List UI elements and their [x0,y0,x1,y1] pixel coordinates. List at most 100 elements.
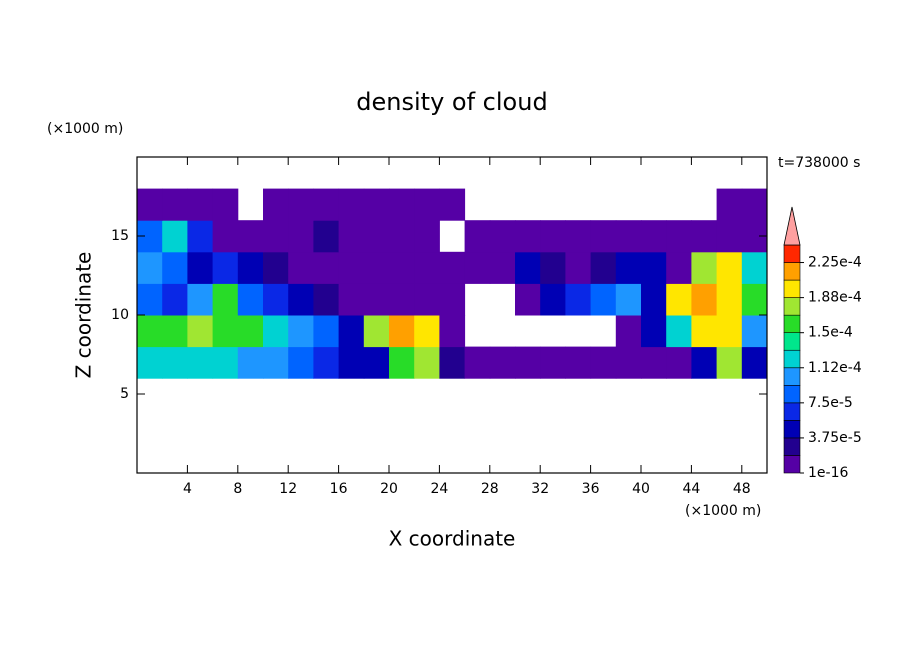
y-tick-label: 10 [111,307,129,323]
contour-cell [464,220,491,253]
contour-cell [716,251,743,284]
x-tick-label: 48 [733,481,751,497]
contour-cell [515,220,541,253]
contour-cell [741,188,768,221]
contour-cell [187,188,214,221]
x-tick-label: 32 [531,481,549,497]
contour-cell [464,251,491,284]
x-axis-label: X coordinate [389,527,516,551]
contour-cell [237,346,264,379]
contour-cell [540,283,566,316]
contour-cell [313,188,340,221]
contour-cell [212,283,239,316]
contour-cell [187,283,214,316]
contour-cell [666,315,692,348]
contour-cell [137,346,163,379]
colorbar-band [783,332,801,351]
contour-cell [565,220,592,253]
contour-field [137,188,768,379]
contour-cell [237,315,264,348]
contour-cell [590,346,617,379]
contour-cell [741,251,768,284]
contour-cell [288,220,314,253]
contour-cell [590,251,617,284]
colorbar-band [783,262,801,281]
contour-cell [615,283,642,316]
contour-cell [641,283,667,316]
colorbar-tick-label: 1.5e-4 [808,325,853,341]
contour-cell [338,220,365,253]
x-tick-label: 8 [233,481,242,497]
contour-cell [389,220,415,253]
contour-cell [363,251,390,284]
contour-cell [363,315,390,348]
colorbar-tick-label: 1e-16 [808,465,848,481]
contour-cell [137,188,163,221]
contour-cell [489,251,516,284]
contour-cell [187,315,214,348]
contour-cell [414,315,440,348]
contour-cell [741,346,768,379]
contour-cell [439,346,466,379]
contour-cell [439,251,466,284]
colorbar-tick-label: 2.25e-4 [808,255,862,271]
contour-cell [615,315,642,348]
x-tick-label: 12 [279,481,297,497]
contour-cell [489,220,516,253]
contour-cell [515,283,541,316]
contour-cell [187,220,214,253]
colorbar-band [783,402,801,421]
contour-cell [439,188,466,221]
contour-cell [414,251,440,284]
contour-cell [464,346,491,379]
contour-cell [162,251,188,284]
colorbar-tick-label: 3.75e-5 [808,430,862,446]
contour-cell [363,346,390,379]
contour-cell [263,346,289,379]
contour-cell [212,251,239,284]
contour-cell [590,220,617,253]
contour-cell [590,283,617,316]
contour-cell [288,315,314,348]
contour-cell [515,251,541,284]
y-tick-label: 5 [120,386,129,402]
contour-cell [691,251,718,284]
contour-cell [615,220,642,253]
contour-cell [691,346,718,379]
contour-cell [565,346,592,379]
contour-cell [666,283,692,316]
contour-cell [162,346,188,379]
contour-cell [338,346,365,379]
contour-cell [439,315,466,348]
contour-cell [263,188,289,221]
contour-cell [137,315,163,348]
contour-cell [263,283,289,316]
contour-cell [288,251,314,284]
contour-cell [363,188,390,221]
contour-cell [389,346,415,379]
contour-cell [162,188,188,221]
contour-cell [263,220,289,253]
contour-cell [162,315,188,348]
contour-cell [263,315,289,348]
contour-cell [338,188,365,221]
contour-cell [641,251,667,284]
contour-cell [187,346,214,379]
contour-cell [162,283,188,316]
contour-cell [212,346,239,379]
contour-cell [615,251,642,284]
x-unit: (×1000 m) [685,503,761,519]
contour-cell [338,315,365,348]
colorbar-band [783,385,801,404]
contour-cell [666,220,692,253]
x-tick-label: 20 [380,481,398,497]
contour-cell [389,315,415,348]
x-tick-label: 40 [632,481,650,497]
contour-cell [615,346,642,379]
x-tick-label: 36 [582,481,600,497]
x-tick-label: 44 [682,481,700,497]
contour-cell [540,346,566,379]
contour-cell [237,220,264,253]
colorbar-band [783,420,801,439]
